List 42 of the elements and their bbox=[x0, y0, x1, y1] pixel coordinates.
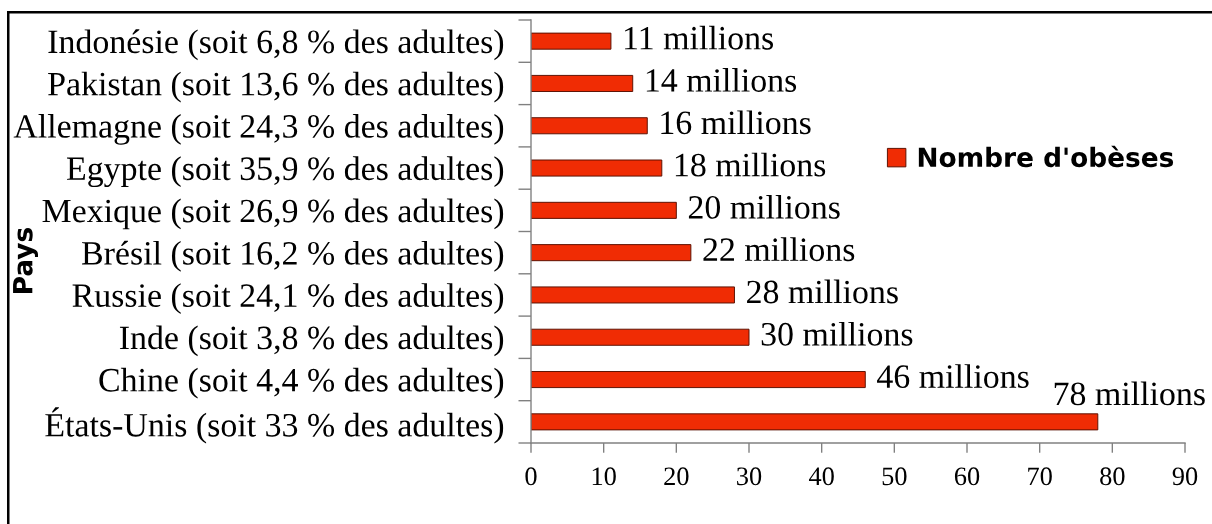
data-label: 46 millions bbox=[877, 364, 1029, 389]
x-tick-label: 60 bbox=[954, 467, 980, 486]
y-tick-label: Inde (soit 3,8 % des adultes) bbox=[119, 325, 504, 357]
bar bbox=[531, 286, 735, 304]
x-tick-label: 10 bbox=[592, 467, 616, 486]
y-tick-label: Russie (soit 24,1 % des adultes) bbox=[72, 283, 504, 314]
x-tick-label: 40 bbox=[808, 467, 834, 486]
bar bbox=[531, 159, 663, 177]
bar bbox=[531, 74, 634, 92]
y-tick-label: États-Unis (soit 33 % des adultes) bbox=[45, 407, 504, 444]
y-tick-label: Egypte (soit 35,9 % des adultes) bbox=[66, 156, 504, 188]
y-tick-label: Mexique (soit 26,9 % des adultes) bbox=[42, 198, 504, 230]
data-label: 20 millions bbox=[688, 194, 840, 219]
bar bbox=[531, 244, 692, 262]
data-label: 11 millions bbox=[625, 25, 774, 50]
data-label: 28 millions bbox=[747, 279, 898, 304]
x-tick-label: 80 bbox=[1100, 467, 1125, 486]
bar bbox=[531, 328, 750, 346]
x-tick-label: 50 bbox=[882, 467, 907, 486]
y-axis-title: Pays bbox=[13, 228, 38, 293]
x-tick-label: 0 bbox=[525, 467, 537, 486]
legend-label: Nombre d'obèses bbox=[918, 145, 1174, 168]
bar bbox=[531, 32, 612, 50]
y-tick-label: Allemagne (soit 24,3 % des adultes) bbox=[13, 113, 504, 145]
x-tick-label: 30 bbox=[737, 467, 762, 486]
data-label: 78 millions bbox=[1054, 381, 1205, 406]
y-tick-label: Pakistan (soit 13,6 % des adultes) bbox=[48, 71, 504, 103]
data-label: 22 millions bbox=[703, 237, 855, 262]
bar bbox=[531, 117, 648, 135]
data-label: 18 millions bbox=[675, 152, 826, 177]
x-tick-label: 20 bbox=[664, 467, 689, 486]
y-tick-label: Brésil (soit 16,2 % des adultes) bbox=[82, 240, 504, 272]
data-label: 14 millions bbox=[646, 68, 797, 92]
data-label: 30 millions bbox=[761, 321, 913, 346]
x-tick-label: 70 bbox=[1028, 467, 1052, 486]
bar bbox=[531, 413, 1099, 431]
x-tick-label: 90 bbox=[1172, 467, 1198, 486]
y-tick-label: Chine (soit 4,4 % des adultes) bbox=[99, 367, 504, 399]
bar bbox=[531, 201, 677, 219]
bar bbox=[531, 371, 866, 389]
y-tick-label: Indonésie (soit 6,8 % des adultes) bbox=[48, 29, 504, 61]
data-label: 16 millions bbox=[661, 110, 811, 135]
